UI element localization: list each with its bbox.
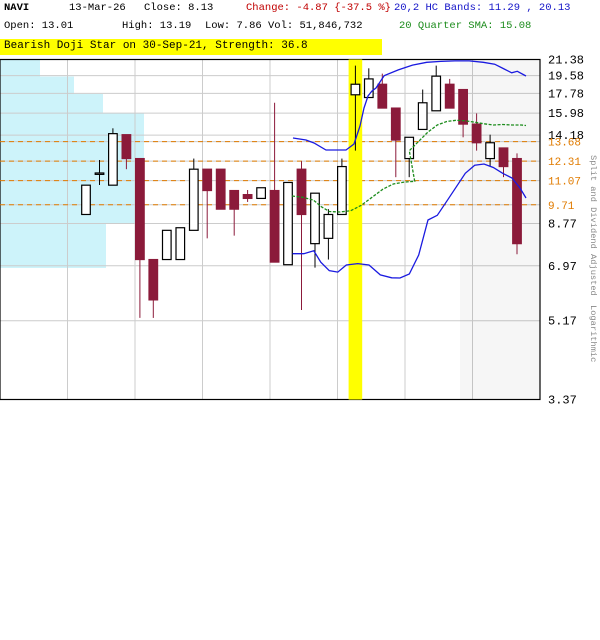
svg-text:21.38: 21.38 <box>548 54 584 68</box>
svg-text:15.98: 15.98 <box>548 107 584 121</box>
svg-text:5.17: 5.17 <box>548 315 577 329</box>
svg-text:17.78: 17.78 <box>548 87 584 101</box>
svg-text:9.71: 9.71 <box>548 201 575 213</box>
svg-text:11.07: 11.07 <box>548 177 581 189</box>
svg-text:14.18: 14.18 <box>548 129 584 143</box>
svg-text:12.31: 12.31 <box>548 157 581 169</box>
svg-text:Split and Dividend Adjusted: Split and Dividend Adjusted <box>588 155 598 296</box>
svg-text:3.37: 3.37 <box>548 394 577 408</box>
svg-text:13.68: 13.68 <box>548 138 581 150</box>
svg-text:19.58: 19.58 <box>548 70 584 84</box>
svg-text:8.77: 8.77 <box>548 217 577 231</box>
svg-text:Logarithmic: Logarithmic <box>588 305 598 362</box>
svg-text:6.97: 6.97 <box>548 260 577 274</box>
